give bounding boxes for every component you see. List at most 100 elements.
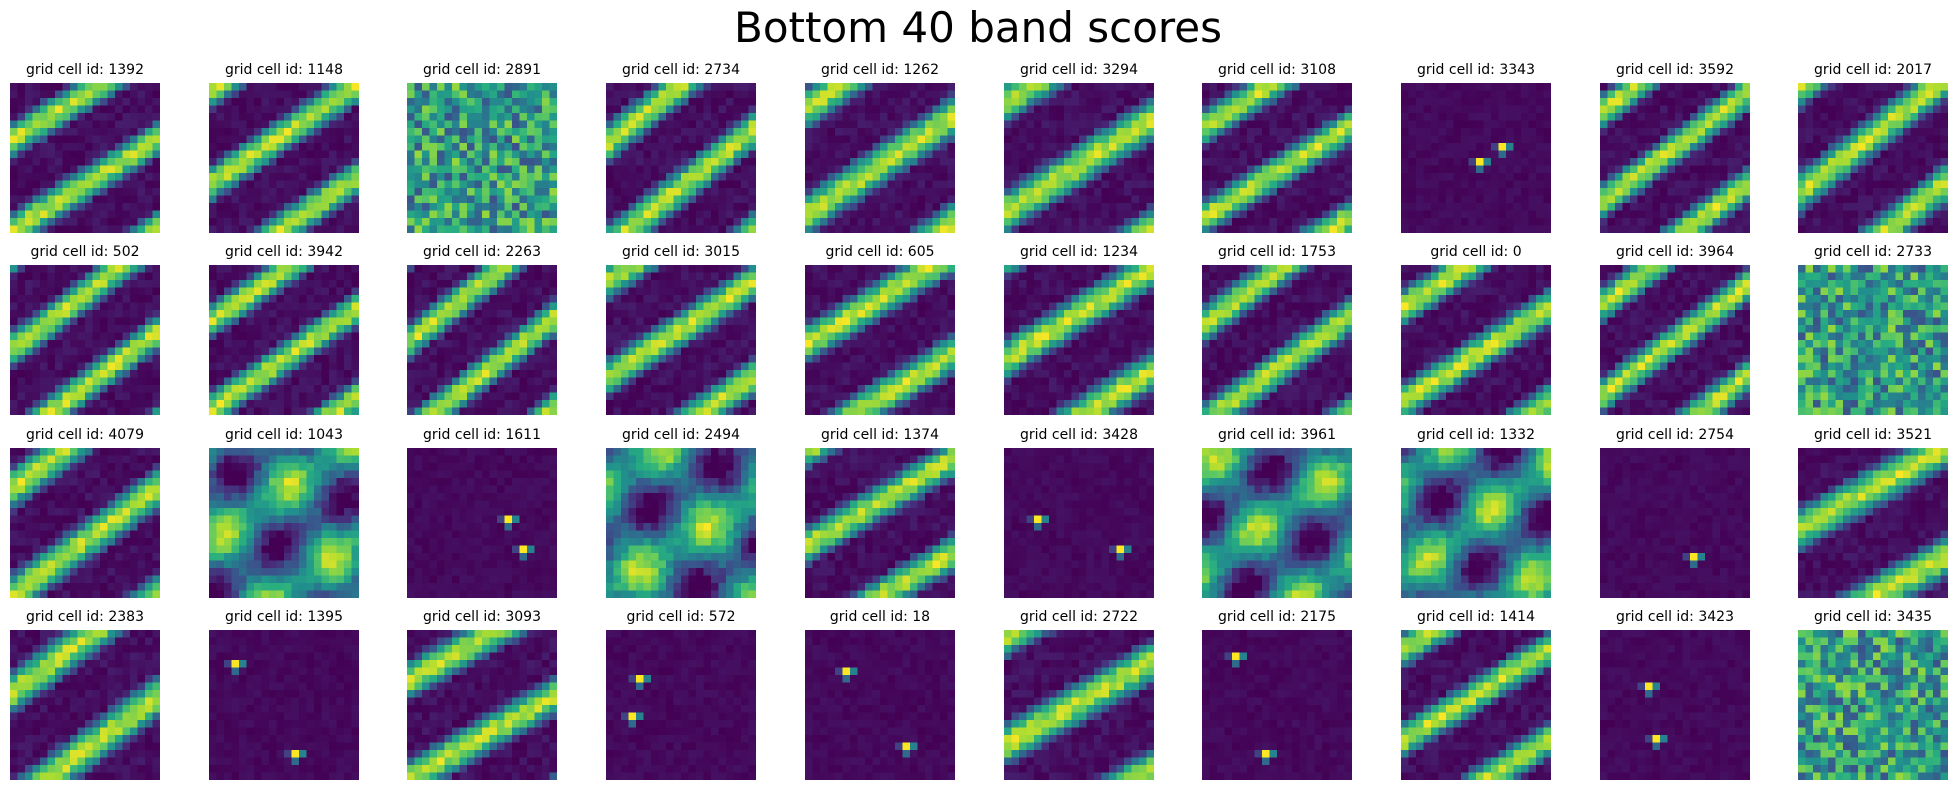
heatmap-cell	[1247, 188, 1255, 196]
heatmap-cell	[246, 392, 255, 401]
heatmap-cell	[549, 272, 557, 281]
heatmap-cell	[437, 105, 445, 114]
heatmap-cell	[459, 195, 468, 204]
heatmap-cell	[115, 105, 123, 114]
heatmap-cell	[812, 98, 821, 106]
heatmap-cell	[636, 195, 644, 204]
panel-title: grid cell id: 2017	[1814, 62, 1932, 78]
heatmap-cell	[1858, 203, 1866, 211]
heatmap-cell	[1615, 143, 1623, 151]
heatmap-cell	[276, 295, 285, 303]
heatmap-cell	[269, 272, 277, 281]
heatmap-cell	[1438, 158, 1447, 166]
heatmap-cell	[613, 165, 622, 174]
heatmap-cell	[115, 143, 123, 151]
heatmap-cell	[336, 280, 345, 288]
heatmap-cell	[1224, 105, 1233, 114]
heatmap-cell	[474, 113, 483, 121]
heatmap-cell	[673, 113, 682, 121]
heatmap-cell	[246, 362, 255, 371]
heatmap-cell	[718, 90, 727, 99]
heatmap-cell	[47, 83, 56, 91]
heatmap-cell	[62, 362, 71, 371]
heatmap-cell	[239, 128, 247, 136]
heatmap-cell	[748, 173, 756, 181]
heatmap-cell	[459, 317, 468, 326]
heatmap-cell	[549, 105, 557, 114]
heatmap-cell	[1476, 195, 1484, 204]
heatmap-cell	[1652, 90, 1661, 99]
heatmap-cell	[1798, 98, 1806, 106]
heatmap-cell	[748, 83, 756, 91]
heatmap-cell	[527, 165, 535, 174]
heatmap-cell	[329, 210, 337, 219]
heatmap-cell	[1705, 195, 1713, 204]
heatmap-cell	[880, 113, 888, 121]
heatmap-cell	[216, 105, 225, 114]
heatmap-cell	[1933, 173, 1941, 181]
heatmap-cell	[344, 400, 352, 408]
heatmap-cell	[1202, 98, 1210, 106]
heatmap-cell	[1543, 225, 1551, 233]
heatmap-cell	[527, 295, 535, 303]
heatmap-cell	[25, 90, 33, 99]
heatmap-cell	[122, 287, 131, 296]
heatmap-cell	[1064, 135, 1072, 144]
heatmap-cell	[1329, 188, 1338, 196]
heatmap-cell	[77, 347, 86, 356]
heatmap-cell	[467, 295, 475, 303]
heatmap-cell	[1209, 218, 1218, 226]
heatmap-cell	[1094, 218, 1102, 226]
heatmap-cell	[1491, 165, 1499, 174]
heatmap-cell	[621, 128, 629, 136]
heatmap-cell	[651, 188, 659, 196]
heatmap-cell	[1438, 83, 1447, 91]
heatmap-cell	[1101, 143, 1110, 151]
heatmap-cell	[100, 210, 108, 219]
heatmap-cell	[1630, 105, 1638, 114]
heatmap-cell	[658, 120, 667, 129]
heatmap-cell	[216, 385, 225, 393]
heatmap-cell	[314, 385, 322, 393]
heatmap-cell	[1528, 225, 1537, 233]
heatmap-cell	[1813, 143, 1821, 151]
heatmap-cell	[681, 188, 689, 196]
heatmap-cell	[92, 265, 101, 273]
heatmap-cell	[1682, 143, 1691, 151]
heatmap-cell	[239, 332, 247, 341]
heatmap-cell	[681, 203, 689, 211]
heatmap-cell	[1292, 165, 1300, 174]
heatmap-cell	[299, 392, 307, 401]
heatmap-cell	[1049, 218, 1057, 226]
heatmap-cell	[17, 287, 26, 296]
heatmap-cell	[1910, 158, 1919, 166]
heatmap-cell	[1116, 203, 1125, 211]
heatmap-cell	[1805, 225, 1814, 233]
heatmap-cell	[1431, 105, 1439, 114]
heatmap-cell	[718, 98, 727, 106]
heatmap-cell	[1408, 150, 1417, 159]
heatmap-cell	[137, 98, 146, 106]
heatmap-cell	[1903, 113, 1911, 121]
heatmap-cell	[70, 128, 78, 136]
heatmap-cell	[1805, 135, 1814, 144]
heatmap-cell	[306, 203, 315, 211]
heatmap-cell	[209, 180, 217, 189]
heatmap-cell	[1615, 195, 1623, 204]
heatmap-cell	[606, 105, 614, 114]
heatmap-cell	[628, 188, 637, 196]
heatmap-cell	[1858, 135, 1866, 144]
heatmap-cell	[1064, 218, 1072, 226]
heatmap-cell	[1101, 128, 1110, 136]
heatmap-cell	[254, 150, 262, 159]
heatmap-cell	[55, 400, 63, 408]
heatmap-cell	[1820, 188, 1829, 196]
heatmap-cell	[40, 195, 48, 204]
heatmap-cell	[414, 265, 423, 273]
heatmap-cell	[254, 203, 262, 211]
heatmap-cell	[902, 218, 911, 226]
heatmap-cell	[1139, 128, 1147, 136]
heatmap-cell	[1292, 225, 1300, 233]
heatmap-cell	[47, 272, 56, 281]
heatmap-cell	[269, 302, 277, 311]
